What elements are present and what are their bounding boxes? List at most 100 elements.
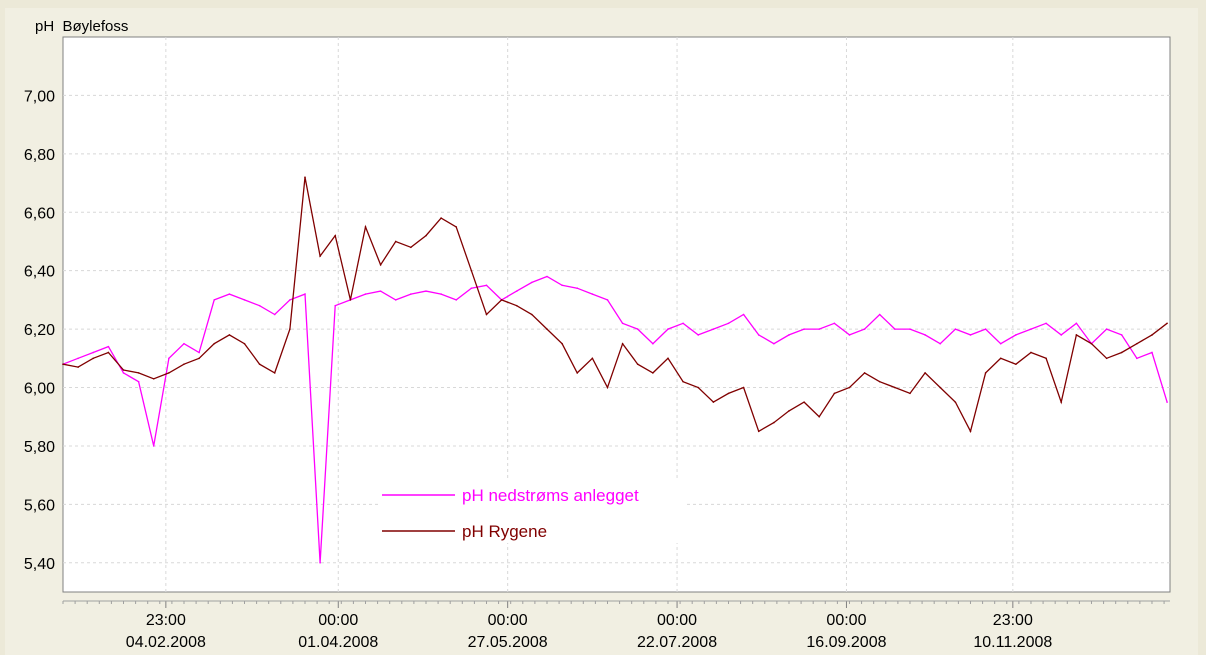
point-rygene (1090, 342, 1093, 345)
point-rygene (485, 313, 488, 316)
point-nedstroms (168, 357, 170, 360)
y-axis: 5,40 5,60 5,80 6,00 6,20 6,40 6,60 6,80 7,00 (24, 88, 55, 572)
point-nedstroms (440, 293, 442, 295)
y-tick-label: 6,80 (24, 147, 55, 164)
point-rygene (682, 380, 684, 383)
y-tick-label: 5,80 (24, 439, 55, 456)
point-rygene (168, 372, 170, 374)
point-rygene (228, 334, 231, 336)
point-nedstroms (561, 284, 563, 287)
point-rygene (727, 392, 730, 395)
point-rygene (364, 226, 367, 228)
point-nedstroms (1075, 322, 1078, 325)
point-rygene (183, 363, 185, 365)
point-rygene (1136, 342, 1138, 345)
point-nedstroms (773, 342, 775, 345)
point-nedstroms (1166, 401, 1168, 403)
point-rygene (440, 217, 442, 219)
point-nedstroms (92, 351, 95, 354)
point-rygene (470, 269, 473, 272)
point-rygene (304, 176, 306, 179)
point-rygene (561, 342, 563, 345)
series-rygene-line (62, 177, 1168, 434)
point-nedstroms (591, 293, 594, 295)
point-rygene (652, 372, 654, 374)
point-nedstroms (1045, 322, 1047, 325)
point-nedstroms (273, 313, 276, 316)
point-rygene (1075, 334, 1078, 336)
legend-label-rygene: pH Rygene (462, 522, 547, 541)
point-rygene (515, 304, 518, 307)
point-rygene (636, 363, 639, 365)
point-rygene (243, 342, 246, 345)
point-rygene (546, 328, 548, 330)
point-nedstroms (606, 299, 609, 301)
point-nedstroms (712, 328, 715, 330)
point-rygene (833, 392, 836, 395)
point-rygene (319, 255, 321, 257)
point-nedstroms (470, 287, 473, 290)
point-rygene (1151, 334, 1153, 336)
point-nedstroms (258, 304, 261, 307)
point-nedstroms (969, 334, 972, 336)
point-nedstroms (909, 328, 911, 330)
x-tick-date: 22.07.2008 (637, 634, 717, 651)
chart-title: pH Bøylefoss (35, 18, 129, 35)
point-nedstroms (364, 293, 367, 295)
point-nedstroms (122, 372, 125, 374)
point-rygene (667, 357, 669, 360)
y-tick-label: 6,60 (24, 205, 55, 222)
point-rygene (77, 366, 79, 368)
point-rygene (289, 328, 291, 330)
point-rygene (894, 386, 896, 389)
point-nedstroms (697, 334, 700, 336)
x-tick-time: 00:00 (318, 612, 358, 629)
point-rygene (773, 421, 775, 424)
point-nedstroms (652, 342, 654, 345)
point-rygene (1120, 351, 1123, 354)
point-nedstroms (1136, 357, 1138, 360)
point-rygene (1105, 357, 1108, 360)
point-nedstroms (152, 445, 155, 447)
series-nedstroms-line (62, 275, 1168, 563)
point-rygene (349, 299, 352, 301)
series-layer (62, 176, 1168, 564)
point-nedstroms (576, 287, 579, 290)
x-tick-time: 00:00 (826, 612, 866, 629)
point-rygene (803, 401, 805, 403)
point-nedstroms (183, 342, 185, 345)
point-rygene (712, 401, 715, 403)
point-nedstroms (1151, 351, 1153, 354)
point-nedstroms (1015, 334, 1017, 336)
point-rygene (62, 363, 64, 365)
point-rygene (273, 372, 276, 374)
point-rygene (1166, 322, 1168, 325)
point-rygene (394, 240, 397, 243)
point-rygene (137, 372, 140, 374)
point-nedstroms (228, 293, 231, 295)
point-rygene (334, 234, 337, 237)
x-tick-date: 04.02.2008 (126, 634, 206, 651)
point-nedstroms (515, 290, 518, 292)
x-tick-time: 00:00 (488, 612, 528, 629)
point-rygene (697, 386, 700, 389)
point-rygene (379, 264, 382, 266)
point-rygene (863, 372, 866, 374)
point-rygene (757, 430, 760, 433)
point-nedstroms (894, 328, 896, 330)
point-rygene (213, 342, 216, 345)
legend-label-nedstroms: pH nedstrøms anlegget (462, 486, 639, 505)
point-nedstroms (1105, 328, 1108, 330)
point-nedstroms (924, 334, 926, 336)
point-nedstroms (803, 328, 805, 330)
point-rygene (591, 357, 594, 360)
point-nedstroms (425, 290, 427, 292)
legend-box (378, 481, 685, 543)
point-rygene (999, 357, 1002, 360)
point-rygene (122, 369, 125, 371)
point-rygene (924, 372, 926, 374)
point-nedstroms (546, 275, 548, 278)
point-rygene (621, 342, 624, 345)
point-rygene (107, 351, 110, 354)
x-tick-date: 10.11.2008 (973, 634, 1052, 651)
